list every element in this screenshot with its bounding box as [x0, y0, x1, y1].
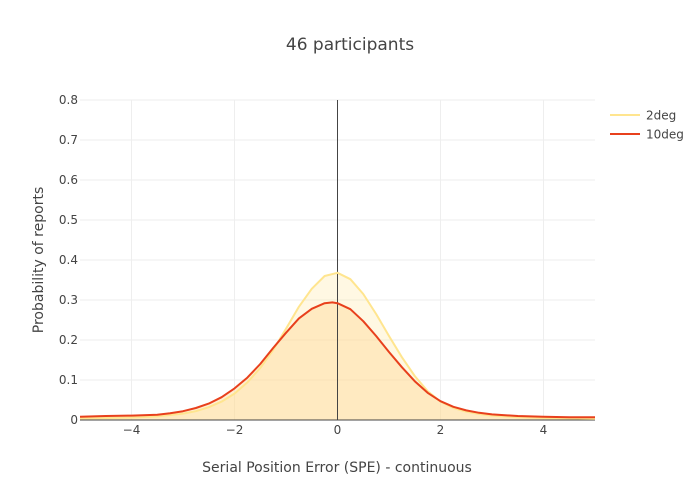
x-tick-label: 2: [437, 423, 445, 437]
legend-item-2deg[interactable]: 2deg: [610, 109, 676, 123]
x-tick-label: 4: [540, 423, 548, 437]
series-line-2deg[interactable]: [79, 271, 596, 420]
legend-label-2deg: 2deg: [646, 109, 676, 123]
y-tick-label: 0.3: [59, 293, 78, 307]
y-tick-label: 0.8: [59, 93, 78, 107]
y-tick-label: 0: [70, 413, 78, 427]
tick-labels: 0 0.1 0.2 0.3 0.4 0.5 0.6 0.7 0.8 −4 −2 0 2 4: [59, 93, 547, 437]
series-lines[interactable]: [79, 271, 596, 420]
y-tick-label: 0.7: [59, 133, 78, 147]
y-tick-label: 0.1: [59, 373, 78, 387]
x-tick-label: 0: [334, 423, 342, 437]
y-tick-label: 0.6: [59, 173, 78, 187]
x-tick-label: −2: [226, 423, 244, 437]
legend: 2deg 10deg: [610, 109, 684, 142]
axes: [80, 100, 595, 421]
y-tick-label: 0.2: [59, 333, 78, 347]
x-tick-label: −4: [123, 423, 141, 437]
x-axis-title: Serial Position Error (SPE) - continuous: [202, 460, 472, 476]
y-tick-label: 0.4: [59, 253, 78, 267]
chart-title: 46 participants: [286, 35, 414, 55]
y-axis-title: Probability of reports: [31, 187, 47, 333]
y-tick-label: 0.5: [59, 213, 78, 227]
series-line-10deg[interactable]: [79, 301, 595, 419]
legend-label-10deg: 10deg: [646, 128, 684, 142]
legend-item-10deg[interactable]: 10deg: [610, 128, 684, 142]
